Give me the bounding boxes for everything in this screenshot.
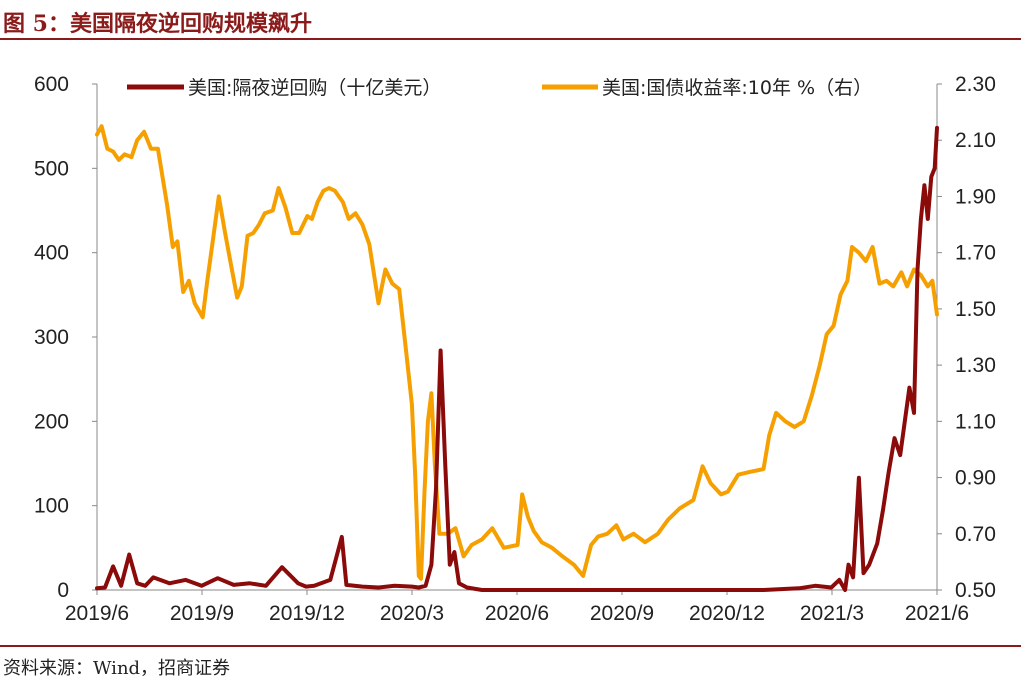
source-note: 资料来源：Wind，招商证券 (3, 658, 231, 679)
series-line-10y-treasury-yield (95, 124, 939, 581)
right-tick-label: 2.30 (955, 73, 996, 96)
right-tick-label: 1.50 (955, 298, 996, 321)
x-tick-label: 2020/6 (485, 602, 549, 625)
x-tick-label: 2019/12 (269, 602, 345, 625)
right-tick-label: 1.30 (955, 354, 996, 377)
left-tick-label: 600 (34, 73, 69, 96)
right-tick-label: 1.70 (955, 242, 996, 265)
left-tick-label: 300 (34, 326, 69, 349)
right-tick-label: 1.90 (955, 185, 996, 208)
x-tick-label: 2020/12 (689, 602, 765, 625)
legend-label-yield: 美国:国债收益率:10年 %（右） (602, 77, 872, 99)
x-tick-label: 2021/6 (905, 602, 969, 625)
x-tick-label: 2020/3 (380, 602, 444, 625)
chart-title: 图 5：美国隔夜逆回购规模飙升 (3, 11, 312, 37)
left-tick-label: 500 (34, 157, 69, 180)
right-tick-label: 1.10 (955, 410, 996, 433)
right-tick-label: 2.10 (955, 129, 996, 152)
x-tick-label: 2019/9 (170, 602, 234, 625)
x-tick-label: 2020/9 (590, 602, 654, 625)
left-tick-label: 100 (34, 495, 69, 518)
title-bar: 图 5：美国隔夜逆回购规模飙升 (0, 0, 1021, 40)
left-tick-label: 200 (34, 410, 69, 433)
right-tick-label: 0.90 (955, 467, 996, 490)
left-tick-label: 400 (34, 242, 69, 265)
right-tick-label: 0.70 (955, 523, 996, 546)
right-tick-label: 0.50 (955, 579, 996, 602)
legend-label-repo: 美国:隔夜逆回购（十亿美元） (188, 77, 441, 99)
x-tick-label: 2021/3 (800, 602, 864, 625)
source-bar: 资料来源：Wind，招商证券 (0, 645, 1021, 679)
x-tick-label: 2019/6 (65, 602, 129, 625)
series-line-overnight-reverse-repo (95, 125, 939, 592)
left-tick-label: 0 (57, 579, 69, 602)
